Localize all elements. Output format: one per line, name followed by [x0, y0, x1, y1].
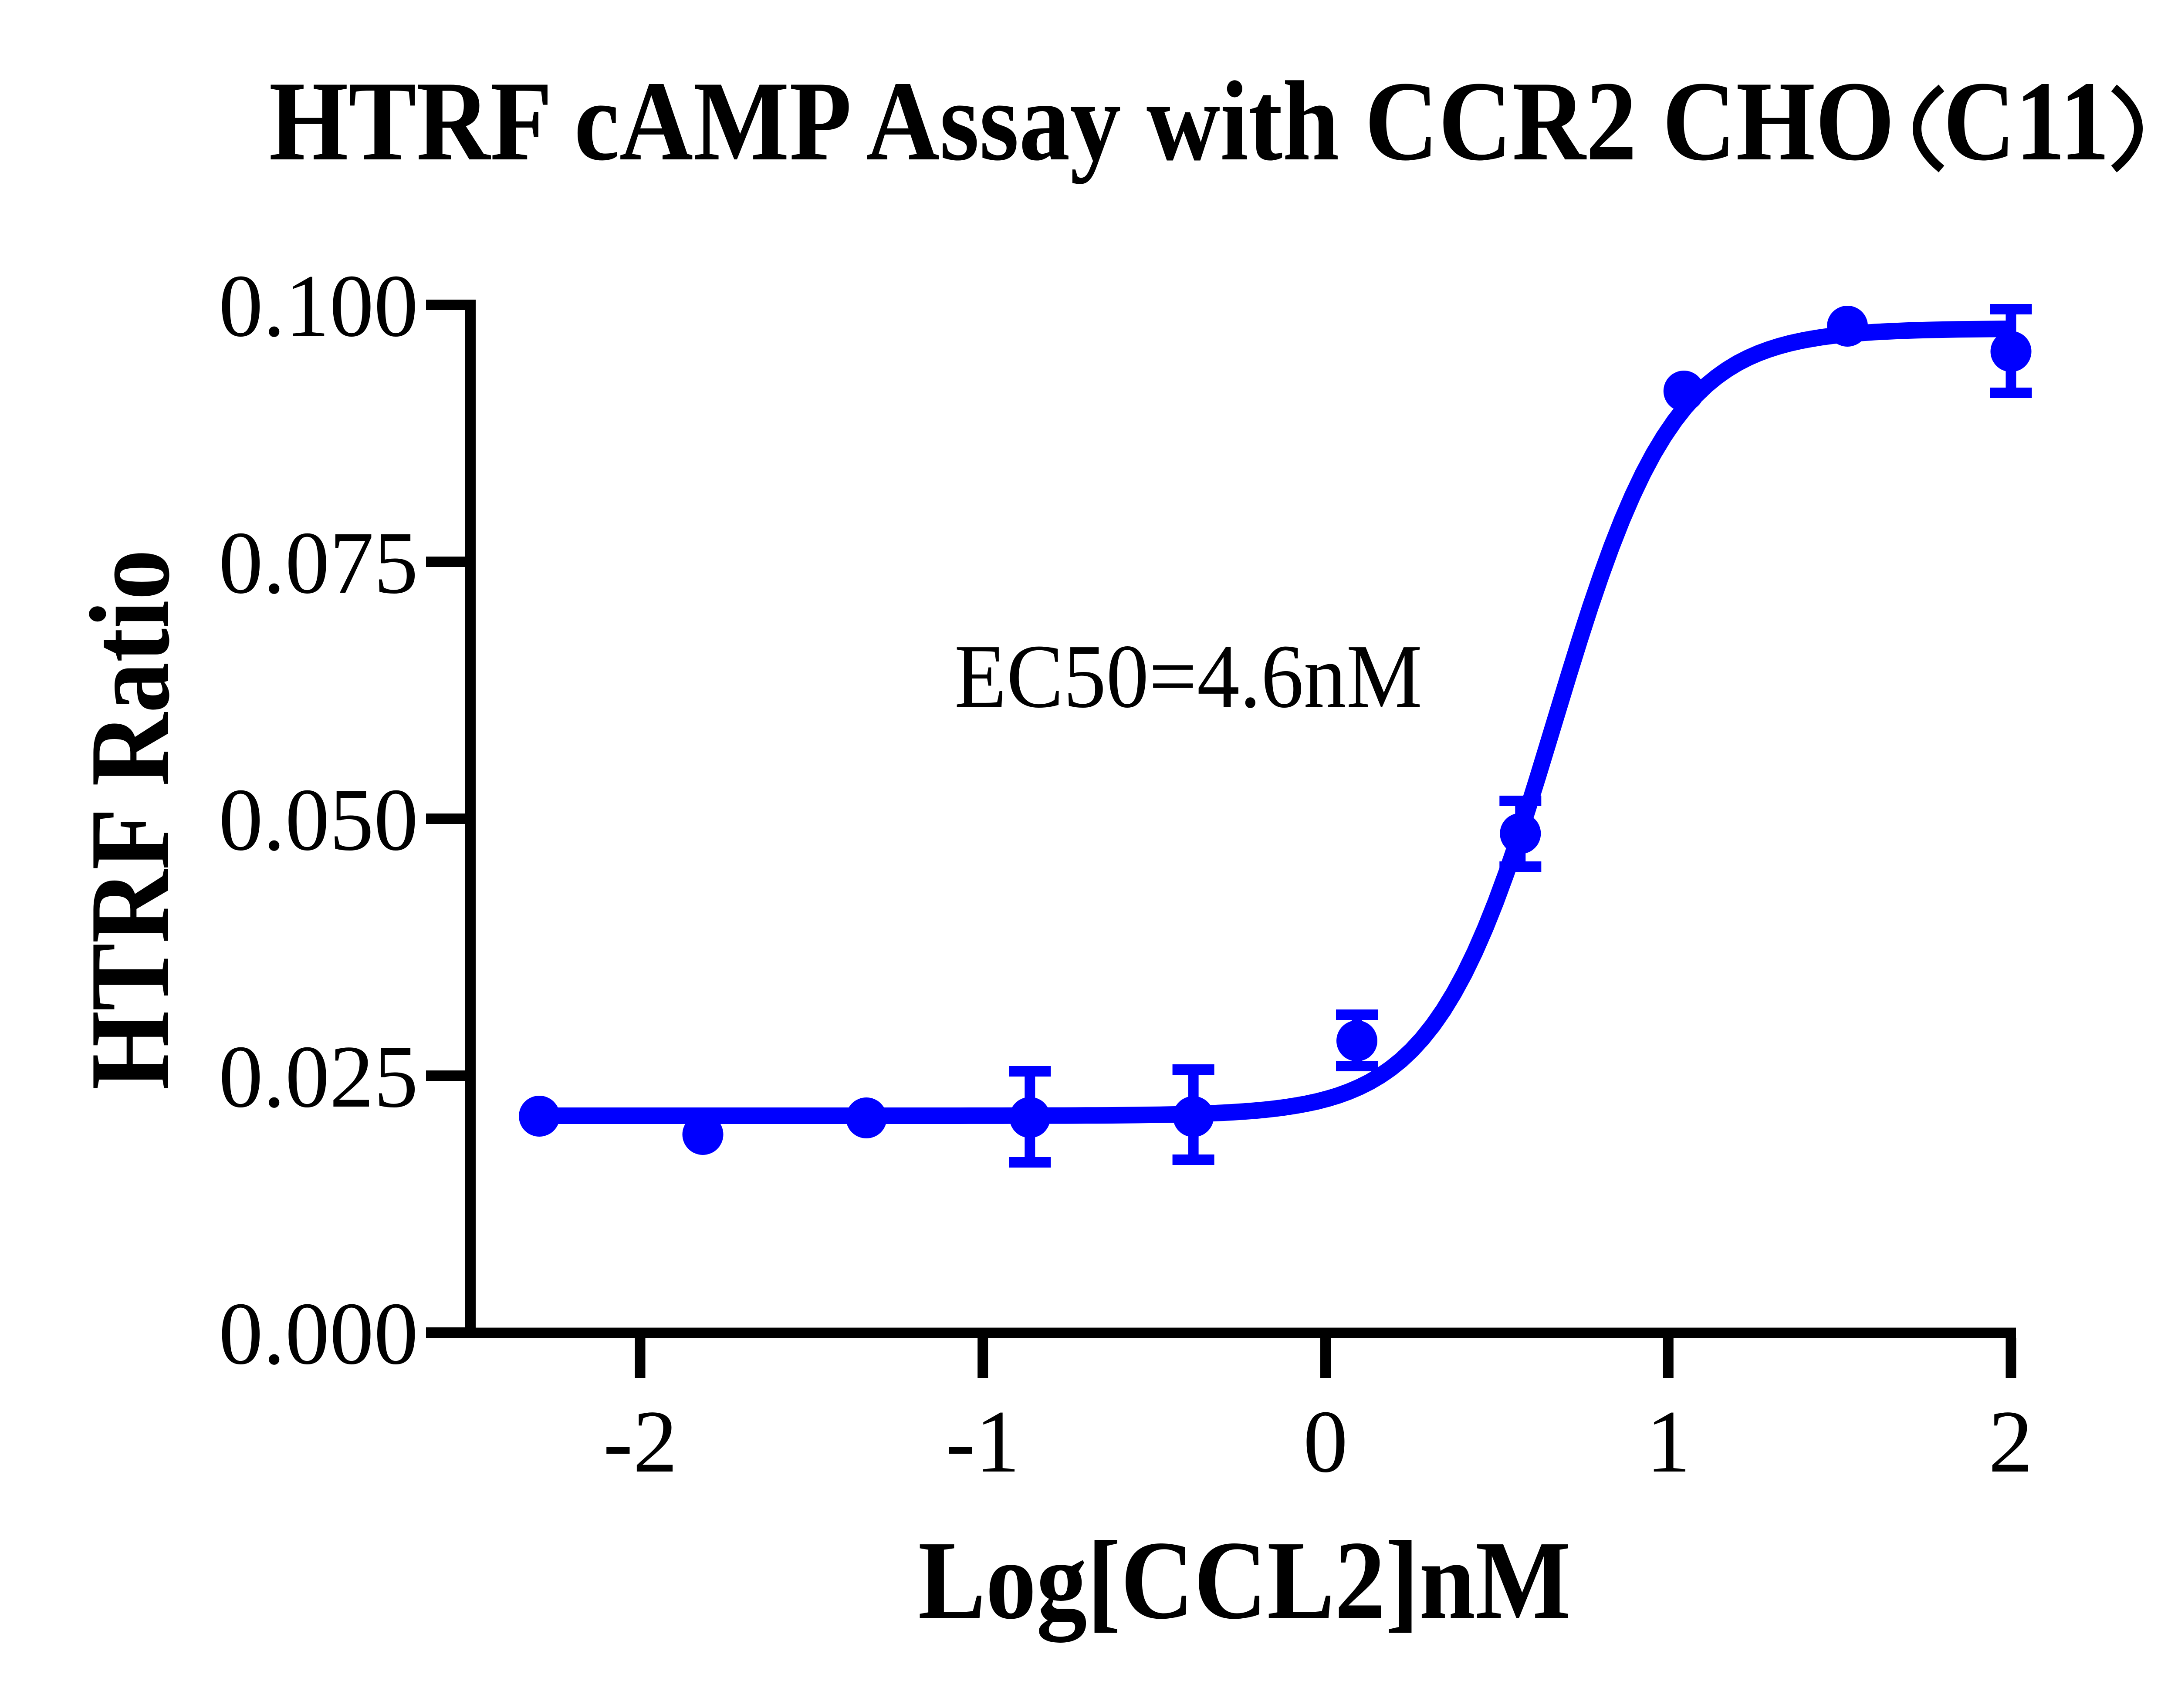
svg-text:HTRF Ratio: HTRF Ratio — [67, 550, 193, 1090]
svg-text:0.100: 0.100 — [219, 257, 418, 355]
svg-text:0.050: 0.050 — [219, 770, 418, 869]
svg-text:EC50=4.6nM: EC50=4.6nM — [954, 626, 1422, 727]
svg-text:HTRF cAMP Assay with CCR2 CHO: HTRF cAMP Assay with CCR2 CHO — [269, 58, 1895, 184]
svg-text:0.025: 0.025 — [219, 1027, 418, 1126]
svg-text:0: 0 — [1303, 1392, 1348, 1491]
svg-text:0.075: 0.075 — [219, 513, 418, 612]
svg-text:-1: -1 — [946, 1392, 1020, 1491]
svg-text:-2: -2 — [603, 1392, 678, 1491]
svg-text:2: 2 — [1989, 1392, 2033, 1491]
svg-text:C11: C11 — [1943, 58, 2110, 184]
svg-text:1: 1 — [1646, 1392, 1691, 1491]
svg-text:0.000: 0.000 — [219, 1284, 418, 1383]
svg-text:Log[CCL2]nM: Log[CCL2]nM — [918, 1518, 1571, 1644]
